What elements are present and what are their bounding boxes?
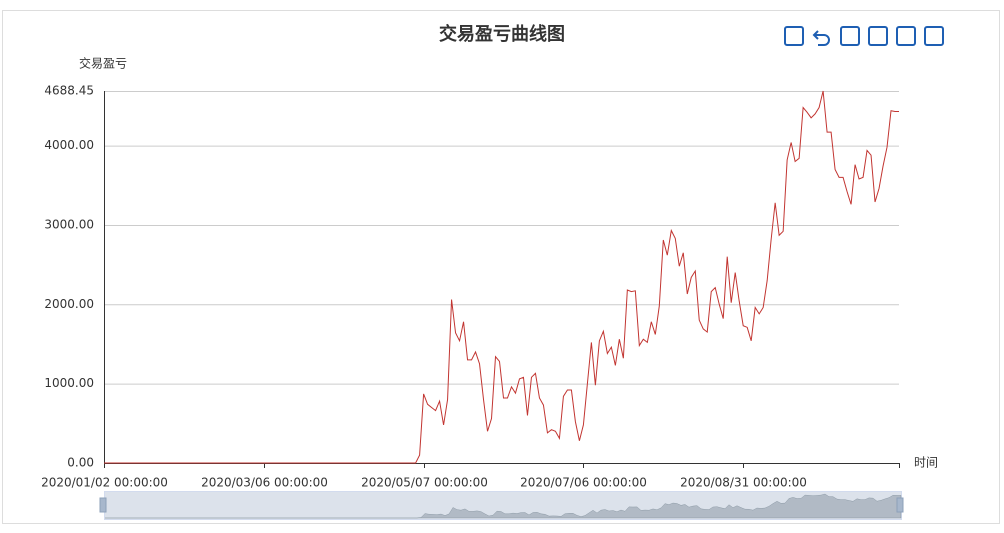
- x-axis-name: 时间: [914, 456, 938, 470]
- x-tick-label: 2020/03/06 00:00:00: [201, 476, 328, 490]
- y-tick-label: 4000.00: [44, 138, 94, 152]
- x-tick-label: 2020/08/31 00:00:00: [680, 476, 807, 490]
- tool-data-view[interactable]: [784, 26, 804, 46]
- tool-restore[interactable]: [812, 30, 830, 46]
- y-tick-label: 3000.00: [44, 217, 94, 231]
- x-tick-label: 2020/07/06 00:00:00: [520, 476, 647, 490]
- chart-title: 交易盈亏曲线图: [439, 23, 565, 45]
- frame: [2, 10, 1000, 524]
- toolbox: [784, 26, 944, 46]
- zoom-selection[interactable]: [105, 492, 901, 519]
- tool-zoom[interactable]: [840, 26, 860, 46]
- zoom-shadow: [105, 493, 902, 519]
- zoom-handle[interactable]: [99, 497, 107, 513]
- zoom-handle[interactable]: [896, 497, 904, 513]
- tool-save[interactable]: [868, 26, 888, 46]
- x-tick-label: 2020/05/07 00:00:00: [361, 476, 488, 490]
- y-tick-label: 4688.45: [44, 84, 94, 98]
- x-tick-label: 2020/01/02 00:00:00: [41, 476, 168, 490]
- tool-clear[interactable]: [924, 26, 944, 46]
- y-axis-name: 交易盈亏: [79, 56, 127, 71]
- y-tick-label: 1000.00: [44, 376, 94, 390]
- y-tick-label: 2000.00: [44, 297, 94, 311]
- data-line: [104, 90, 899, 464]
- y-tick-label: 0.00: [67, 456, 94, 470]
- tool-select[interactable]: [896, 26, 916, 46]
